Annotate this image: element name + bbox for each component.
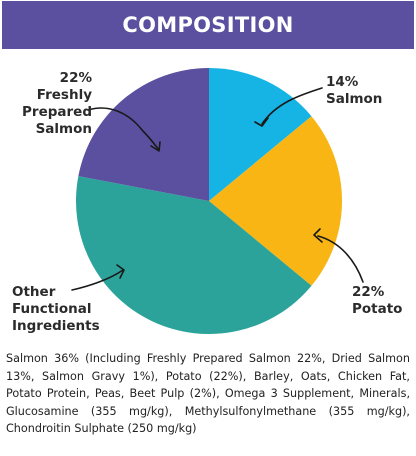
slice-other: [76, 176, 312, 334]
slice-salmon: [209, 68, 312, 201]
label-fresh-salmon: 22% Freshly Prepared Salmon: [10, 70, 92, 138]
label-potato-name: Potato: [352, 301, 403, 317]
arrow-fresh-salmon: [87, 107, 160, 151]
label-arrows: [71, 87, 364, 291]
arrowhead-fresh-salmon: [150, 141, 161, 152]
arrow-salmon: [261, 87, 323, 125]
label-fresh-salmon-line2: Freshly: [36, 87, 92, 103]
arrowhead-potato: [313, 228, 323, 243]
label-other-line3: Ingredients: [12, 318, 100, 334]
ingredients-list: Salmon 36% (Including Freshly Prepared S…: [6, 352, 410, 435]
arrowhead-salmon: [254, 117, 269, 127]
label-potato: 22% Potato: [352, 284, 402, 318]
arrow-potato: [317, 235, 364, 283]
label-fresh-salmon-line3: Prepared: [22, 104, 92, 120]
label-salmon-pct: 14%: [326, 74, 359, 90]
label-other: Other Functional Ingredients: [12, 284, 100, 335]
label-other-line2: Functional: [12, 301, 92, 317]
page-title: COMPOSITION: [122, 13, 294, 37]
label-salmon-name: Salmon: [326, 91, 383, 107]
arrowhead-other: [116, 264, 125, 279]
slice-potato: [209, 116, 343, 286]
pie-slices: [76, 68, 343, 334]
label-potato-pct: 22%: [352, 284, 385, 300]
label-other-line1: Other: [12, 284, 56, 300]
label-fresh-salmon-pct: 22%: [59, 70, 92, 86]
label-fresh-salmon-line4: Salmon: [35, 121, 92, 137]
slice-fresh-salmon: [78, 68, 209, 201]
label-salmon: 14% Salmon: [326, 74, 382, 108]
arrow-other: [71, 269, 124, 291]
composition-header: COMPOSITION: [2, 1, 414, 49]
